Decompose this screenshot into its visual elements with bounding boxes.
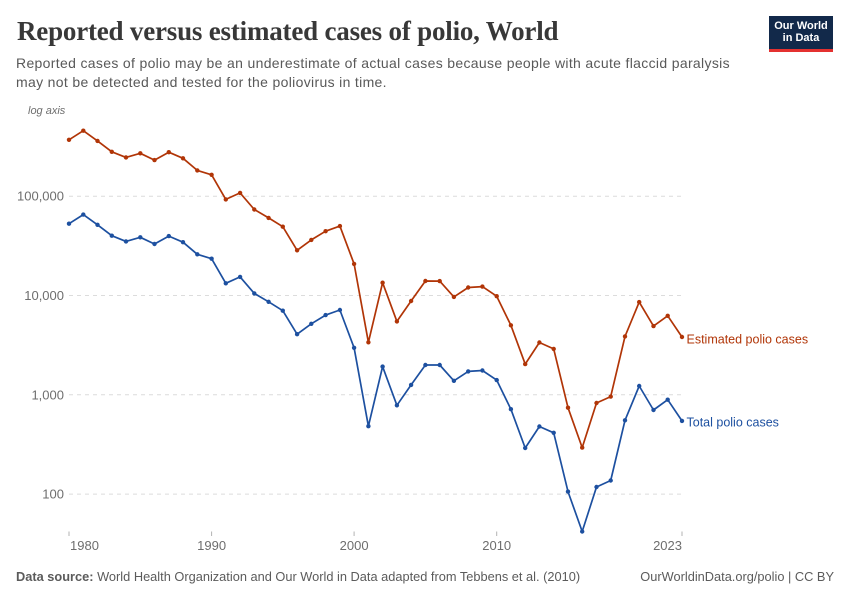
svg-text:100: 100: [42, 487, 64, 502]
svg-text:2023: 2023: [653, 538, 682, 553]
svg-text:100,000: 100,000: [17, 189, 64, 204]
svg-text:10,000: 10,000: [24, 288, 64, 303]
svg-text:Estimated polio cases: Estimated polio cases: [687, 332, 809, 346]
svg-text:2010: 2010: [482, 538, 511, 553]
svg-text:Total polio cases: Total polio cases: [687, 416, 779, 430]
svg-text:1,000: 1,000: [31, 387, 64, 402]
svg-text:2000: 2000: [340, 538, 369, 553]
svg-text:1980: 1980: [70, 538, 99, 553]
svg-text:1990: 1990: [197, 538, 226, 553]
